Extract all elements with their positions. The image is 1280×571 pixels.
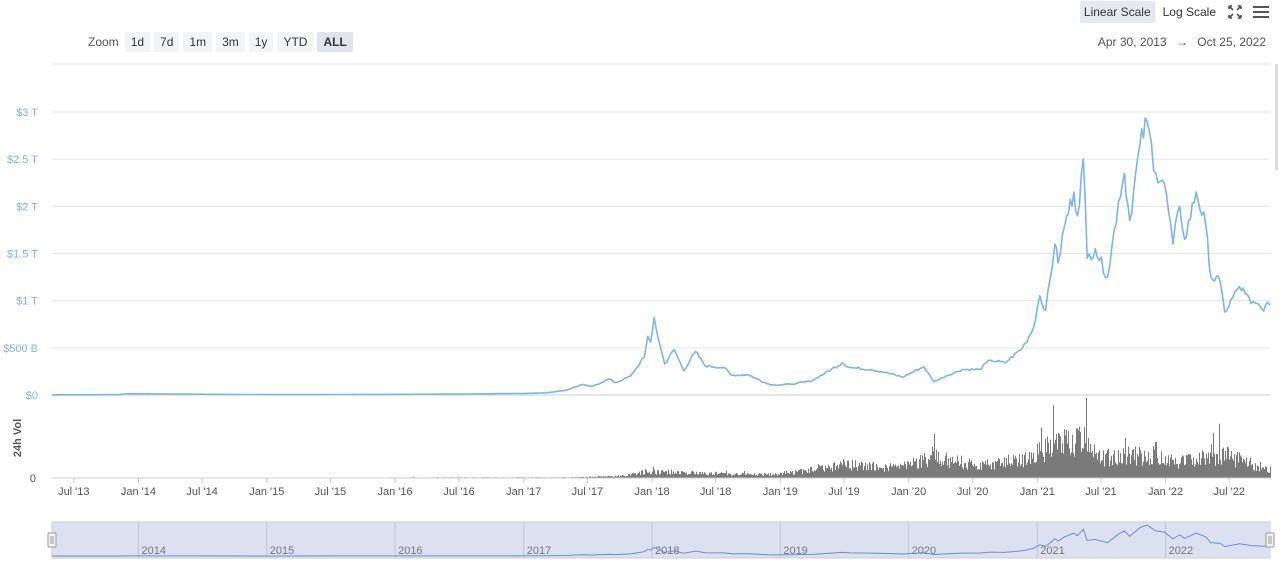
zoom-1y-button[interactable]: 1y: [248, 32, 274, 52]
date-range[interactable]: Apr 30, 2013 → Oct 25, 2022: [1098, 35, 1266, 49]
grid-lines: [52, 63, 1270, 396]
volume-bars: [52, 398, 1271, 479]
date-range-end[interactable]: Oct 25, 2022: [1197, 35, 1266, 49]
x-tick-label: Jul '17: [572, 486, 603, 498]
navigator-line: [52, 524, 1271, 557]
chart-toolbar: Linear Scale Log Scale: [1079, 0, 1272, 24]
x-tick-label: Jan '16: [378, 486, 413, 498]
x-tick-label: Jul '13: [58, 486, 89, 498]
navigator-handle-right[interactable]: [1265, 532, 1275, 548]
y-tick-label: $1.5 T: [7, 249, 38, 261]
fullscreen-icon[interactable]: [1224, 1, 1246, 23]
y-tick-label: $500 B: [3, 343, 38, 355]
zoom-1m-button[interactable]: 1m: [183, 32, 213, 52]
x-tick-label: Jul '15: [315, 486, 346, 498]
linear-scale-button[interactable]: Linear Scale: [1079, 1, 1155, 23]
x-tick-label: Jul '21: [1085, 486, 1116, 498]
date-range-arrow: →: [1175, 35, 1188, 49]
x-tick-label: Jul '16: [443, 486, 474, 498]
x-tick-label: Jul '22: [1213, 486, 1244, 498]
price-line-layer: [52, 117, 1271, 396]
scrollbar-thumb[interactable]: [1275, 64, 1278, 170]
navigator[interactable]: 2014 2015 2016 2017 2018 2019 2020 2021 2022: [47, 521, 1275, 559]
zoom-ytd-button[interactable]: YTD: [277, 32, 314, 52]
log-scale-button[interactable]: Log Scale: [1162, 5, 1216, 19]
zoom-1d-button[interactable]: 1d: [124, 32, 151, 52]
x-axis: Jul '13 Jan '14 Jul '14 Jan '15 Jul '15 Jan '…: [58, 478, 1245, 498]
navigator-handle-left[interactable]: [47, 532, 57, 548]
zoom-7d-button[interactable]: 7d: [154, 32, 180, 52]
zoom-controls: Zoom 1d 7d 1m 3m 1y YTD ALL: [88, 32, 353, 52]
zoom-label: Zoom: [88, 35, 119, 49]
volume-axis: 24h Vol 0: [12, 419, 36, 485]
x-tick-label: Jul '18: [700, 486, 731, 498]
zoom-all-button[interactable]: ALL: [317, 32, 353, 52]
date-range-start[interactable]: Apr 30, 2013: [1097, 35, 1167, 49]
navigator-year-label: 2015: [270, 545, 294, 557]
x-tick-label: Jan '21: [1020, 486, 1055, 498]
x-tick-label: Jan '19: [763, 486, 798, 498]
x-tick-label: Jan '20: [891, 486, 926, 498]
navigator-year-label: 2017: [527, 545, 551, 557]
navigator-year-label: 2021: [1040, 545, 1064, 557]
navigator-year-label: 2014: [141, 545, 165, 557]
volume-tick-label: 0: [30, 473, 36, 485]
navigator-year-label: 2020: [912, 545, 936, 557]
x-tick-label: Jan '17: [506, 486, 541, 498]
volume-axis-title: 24h Vol: [12, 419, 24, 457]
y-tick-label: $1 T: [16, 296, 38, 308]
navigator-year-label: 2019: [783, 545, 807, 557]
navigator-year-label: 2018: [655, 545, 679, 557]
x-tick-label: Jan '15: [249, 486, 284, 498]
x-tick-label: Jan '22: [1148, 486, 1183, 498]
y-tick-label: $3 T: [16, 107, 38, 119]
y-tick-label: $0: [26, 390, 38, 402]
market-cap-line[interactable]: [52, 117, 1271, 396]
navigator-range-mask[interactable]: [51, 521, 1271, 559]
x-tick-label: Jul '20: [957, 486, 988, 498]
y-tick-label: $2 T: [16, 201, 38, 213]
menu-icon[interactable]: [1250, 1, 1272, 23]
x-tick-label: Jan '18: [634, 486, 669, 498]
navigator-year-label: 2022: [1169, 545, 1193, 557]
x-tick-label: Jul '14: [186, 486, 217, 498]
volume-bar: [163, 398, 1271, 478]
navigator-year-label: 2016: [398, 545, 422, 557]
zoom-3m-button[interactable]: 3m: [216, 32, 245, 52]
y-axis: $0 $500 B $1 T $1.5 T $2 T $2.5 T $3 T: [3, 107, 38, 402]
x-tick-label: Jan '14: [121, 486, 156, 498]
x-tick-label: Jul '19: [828, 486, 859, 498]
y-tick-label: $2.5 T: [7, 154, 38, 166]
